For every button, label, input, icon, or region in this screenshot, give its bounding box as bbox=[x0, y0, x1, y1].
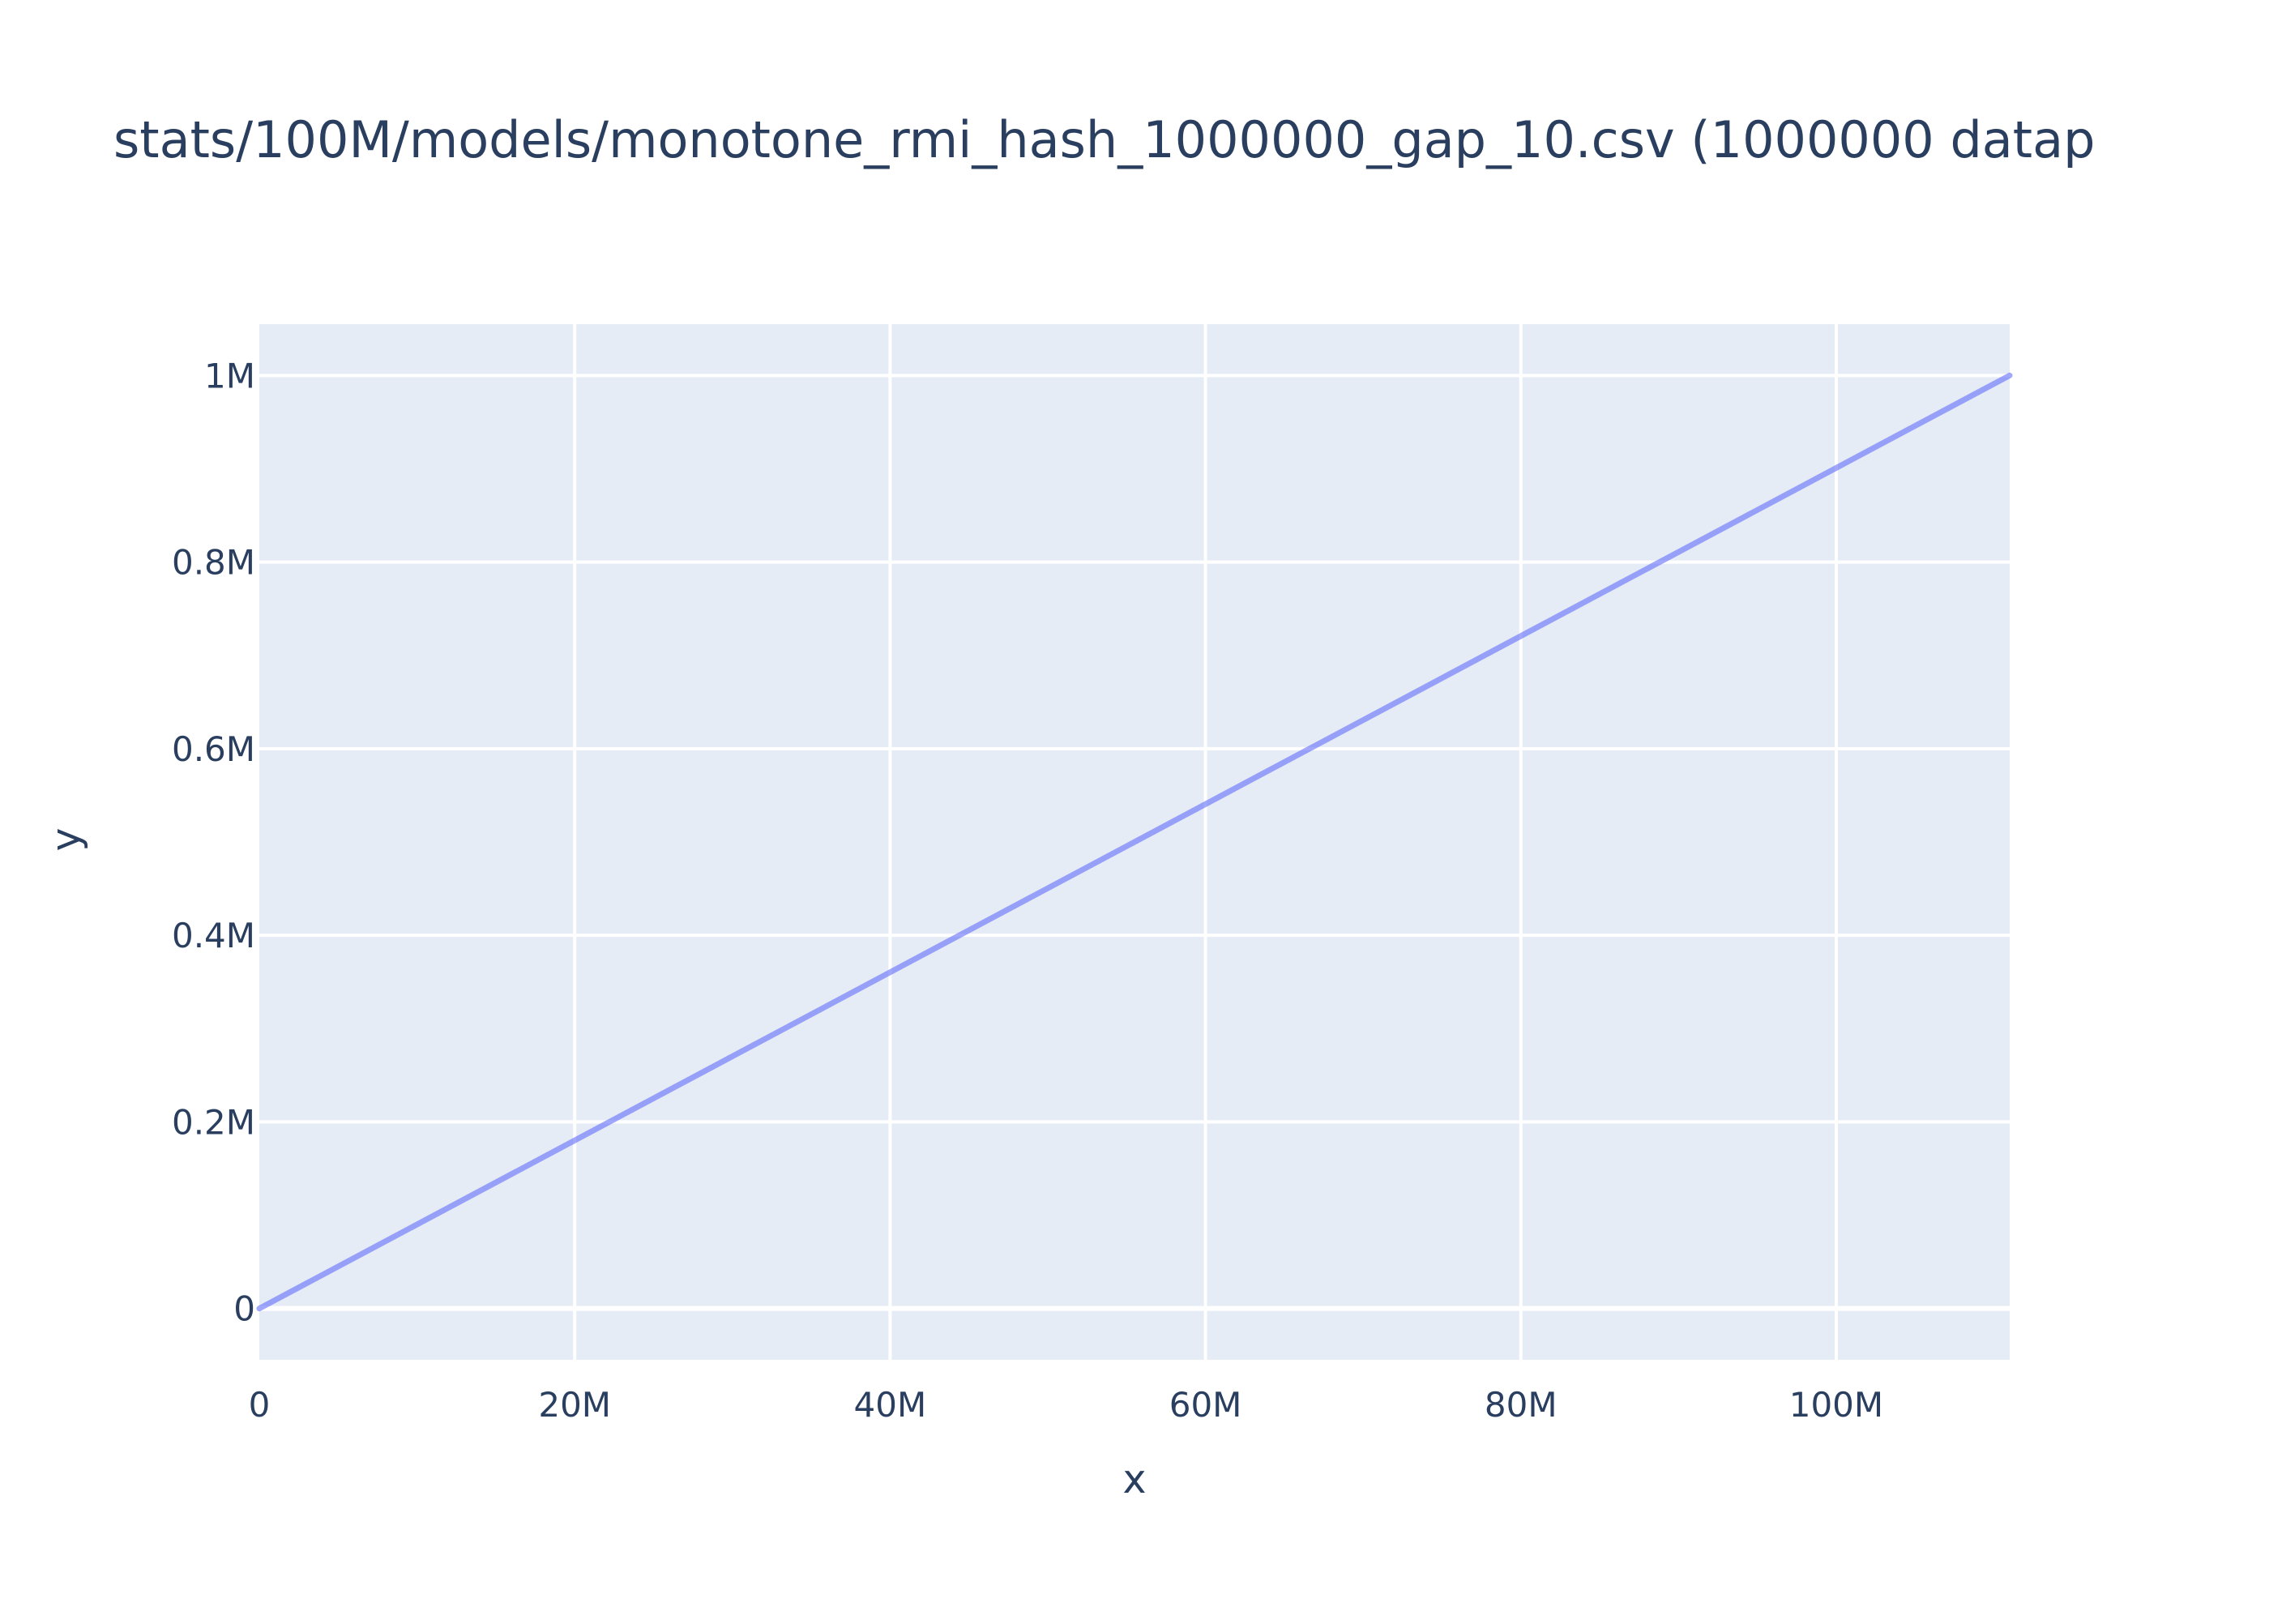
y-tick-label: 0 bbox=[233, 1289, 255, 1329]
x-tick-label: 100M bbox=[1789, 1385, 1883, 1425]
x-tick-label: 0 bbox=[249, 1385, 271, 1425]
x-tick-label: 60M bbox=[1169, 1385, 1242, 1425]
y-axis-title: y bbox=[43, 828, 89, 852]
y-tick-label: 0.2M bbox=[172, 1102, 255, 1142]
x-axis-title: x bbox=[1123, 1456, 1147, 1502]
chart-title: stats/100M/models/monotone_rmi_hash_1000… bbox=[113, 110, 2095, 169]
series bbox=[256, 372, 2013, 1312]
series-line bbox=[256, 372, 2013, 1312]
y-tick-label: 1M bbox=[204, 356, 255, 395]
x-tick-label: 40M bbox=[854, 1385, 927, 1425]
y-tick-label: 0.6M bbox=[172, 729, 255, 769]
y-tick-label: 0.8M bbox=[172, 543, 255, 583]
y-tick-label: 0.4M bbox=[172, 916, 255, 955]
x-tick-label: 80M bbox=[1485, 1385, 1558, 1425]
tick-labels: 0 20M 40M 60M 80M 100M 0 0.2M 0.4M 0.6M 0.8M 1M bbox=[172, 356, 1883, 1425]
grid bbox=[259, 324, 2010, 1360]
x-tick-label: 20M bbox=[538, 1385, 611, 1425]
